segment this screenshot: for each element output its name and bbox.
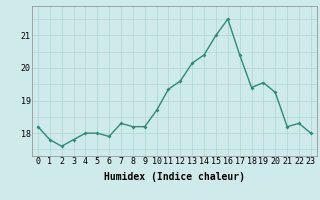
X-axis label: Humidex (Indice chaleur): Humidex (Indice chaleur) xyxy=(104,172,245,182)
